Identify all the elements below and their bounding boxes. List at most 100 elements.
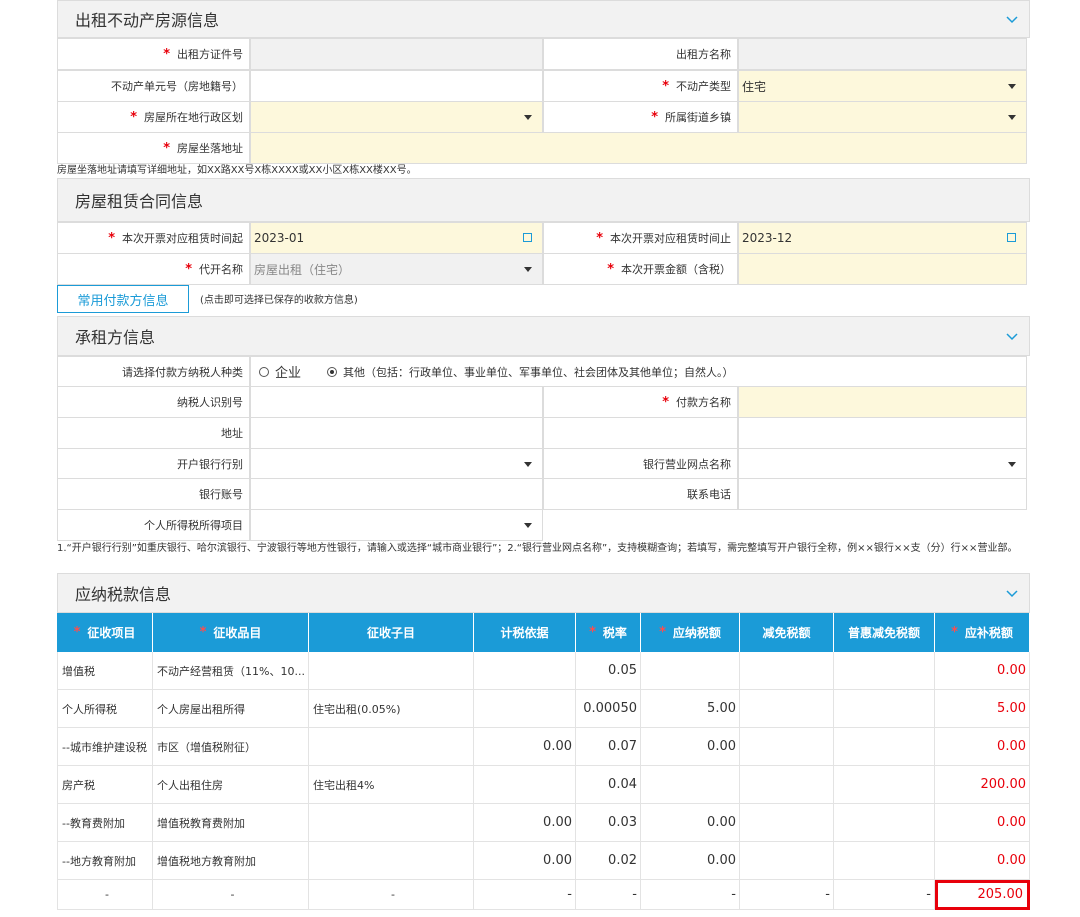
- date-input[interactable]: 2023-01: [250, 222, 543, 254]
- table-cell: 0.03: [576, 804, 641, 842]
- table-cell: [740, 690, 834, 728]
- table-cell: -: [576, 880, 641, 910]
- table-cell: 住宅出租4%: [309, 766, 474, 804]
- select-input[interactable]: [250, 448, 543, 480]
- table-cell: [740, 804, 834, 842]
- field-label: 代开名称: [57, 253, 250, 285]
- table-cell: [474, 690, 576, 728]
- section-header: 承租方信息: [57, 316, 1030, 356]
- table-cell: [740, 728, 834, 766]
- field-label: 银行账号: [57, 478, 250, 510]
- field-label: 请选择付款方纳税人种类: [57, 356, 250, 387]
- table-cell: 0.00: [641, 728, 740, 766]
- field-label: 付款方名称: [543, 386, 738, 418]
- table-cell: 200.00: [935, 766, 1030, 804]
- table-cell: 0.00: [641, 842, 740, 880]
- collapse-icon[interactable]: [1006, 590, 1018, 598]
- table-cell: -: [740, 880, 834, 910]
- table-cell: -: [474, 880, 576, 910]
- field-label: 个人所得税所得项目: [57, 509, 250, 541]
- field-label: 本次开票对应租赁时间止: [543, 222, 738, 254]
- table-cell: 0.00: [641, 804, 740, 842]
- radio-label: 其他（包括：行政单位、事业单位、军事单位、社会团体及其他单位；自然人。）: [343, 365, 734, 379]
- table-header: 征收项目: [57, 613, 153, 652]
- field-label: 房屋坐落地址: [57, 132, 250, 164]
- text-input[interactable]: [250, 478, 543, 510]
- table-cell: 不动产经营租赁（11%、10...: [153, 652, 309, 690]
- payer-button[interactable]: 常用付款方信息: [57, 285, 189, 313]
- select-input[interactable]: 住宅: [738, 70, 1027, 102]
- table-cell: 市区（增值税附征）: [153, 728, 309, 766]
- table-cell: 5.00: [935, 690, 1030, 728]
- table-cell: 0.00: [935, 652, 1030, 690]
- field-label: 出租方证件号: [57, 38, 250, 70]
- field-label: 地址: [57, 417, 250, 449]
- radio-button[interactable]: [259, 366, 269, 377]
- table-cell: 房产税: [57, 766, 153, 804]
- table-cell: 0.05: [576, 652, 641, 690]
- table-cell: 0.07: [576, 728, 641, 766]
- text-input[interactable]: [250, 70, 543, 102]
- table-header: 税率: [576, 613, 641, 652]
- field-label: 本次开票对应租赁时间起: [57, 222, 250, 254]
- table-cell: --地方教育附加: [57, 842, 153, 880]
- table-cell: 住宅出租(0.05%): [309, 690, 474, 728]
- field-label: 开户银行行别: [57, 448, 250, 480]
- table-cell: 个人房屋出租所得: [153, 690, 309, 728]
- table-cell: [641, 766, 740, 804]
- select-input[interactable]: [250, 101, 543, 133]
- table-header: 减免税额: [740, 613, 834, 652]
- field-label: 出租方名称: [543, 38, 738, 70]
- text-input[interactable]: [250, 132, 1027, 164]
- table-cell: -: [57, 880, 153, 910]
- text-input[interactable]: [738, 386, 1027, 418]
- text-input[interactable]: [250, 386, 543, 418]
- table-cell: [309, 728, 474, 766]
- text-input[interactable]: [738, 253, 1027, 285]
- table-header: 应补税额: [935, 613, 1030, 652]
- text-input: [738, 38, 1027, 70]
- select-input[interactable]: [250, 509, 543, 541]
- table-cell: -: [641, 880, 740, 910]
- field-label: 不动产类型: [543, 70, 738, 102]
- table-cell: 增值税: [57, 652, 153, 690]
- table-header: 普惠减免税额: [834, 613, 935, 652]
- table-cell: [834, 804, 935, 842]
- table-cell: 0.00: [935, 842, 1030, 880]
- table-cell: 0.00050: [576, 690, 641, 728]
- table-header: 征收子目: [309, 613, 474, 652]
- table-header: 应纳税额: [641, 613, 740, 652]
- select-input[interactable]: [738, 101, 1027, 133]
- address-note: 房屋坐落地址请填写详细地址，如XX路XX号X栋XXXX或XX小区X栋XX楼XX号…: [57, 165, 417, 176]
- radio-button[interactable]: [327, 366, 338, 377]
- text-input[interactable]: [250, 417, 543, 449]
- field-label: 房屋所在地行政区划: [57, 101, 250, 133]
- table-cell: 个人出租住房: [153, 766, 309, 804]
- table-header: 计税依据: [474, 613, 576, 652]
- bank-note: 1.“开户银行行别”如重庆银行、哈尔滨银行、宁波银行等地方性银行，请输入或选择“…: [57, 543, 1018, 554]
- table-cell: 0.00: [474, 728, 576, 766]
- table-cell: [740, 766, 834, 804]
- text-input[interactable]: [738, 478, 1027, 510]
- collapse-icon[interactable]: [1006, 16, 1018, 24]
- table-cell: 5.00: [641, 690, 740, 728]
- date-input[interactable]: 2023-12: [738, 222, 1027, 254]
- select-input[interactable]: [738, 448, 1027, 480]
- section-header: 应纳税款信息: [57, 573, 1030, 613]
- payer-hint: (点击即可选择已保存的收款方信息): [200, 295, 358, 306]
- table-header: 征收品目: [153, 613, 309, 652]
- collapse-icon[interactable]: [1006, 333, 1018, 341]
- field-label: 银行营业网点名称: [543, 448, 738, 480]
- radio-group: 企业 其他（包括：行政单位、事业单位、军事单位、社会团体及其他单位；自然人。）: [250, 356, 1027, 387]
- table-cell: 0.04: [576, 766, 641, 804]
- table-cell: [740, 652, 834, 690]
- text-input: [250, 38, 543, 70]
- table-cell: 0.00: [474, 842, 576, 880]
- table-cell: [834, 766, 935, 804]
- table-cell: 增值税教育费附加: [153, 804, 309, 842]
- table-cell: 0.02: [576, 842, 641, 880]
- table-cell: [474, 652, 576, 690]
- section-header: 房屋租赁合同信息: [57, 178, 1030, 222]
- empty-cell: [543, 417, 738, 449]
